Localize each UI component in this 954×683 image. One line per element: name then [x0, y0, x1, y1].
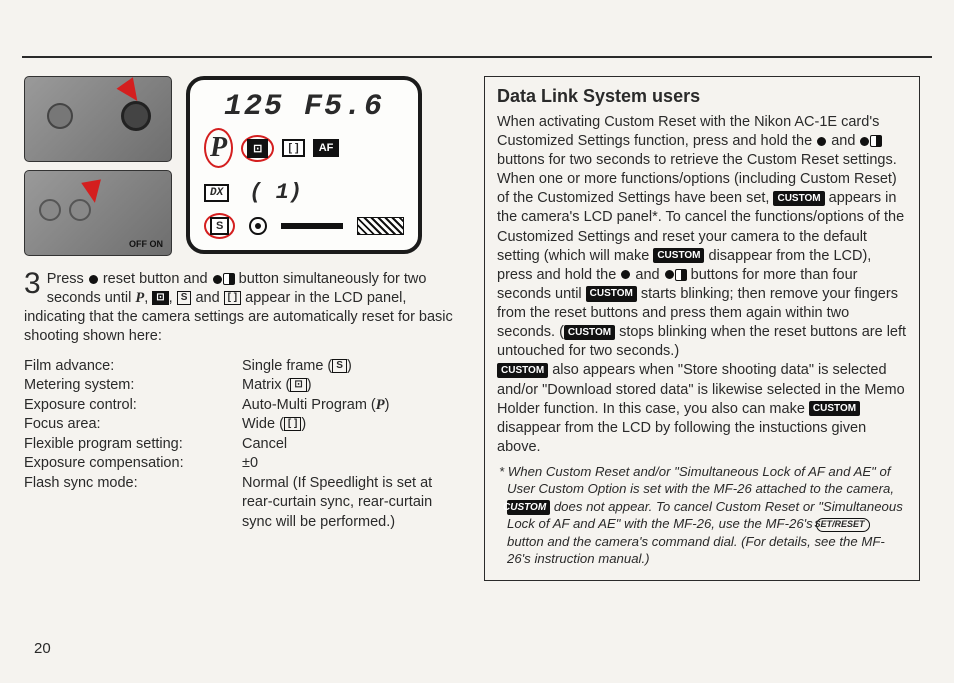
settings-key: Focus area: — [24, 415, 242, 435]
custom-badge: CUSTOM — [653, 248, 704, 263]
right-column: Data Link System users When activating C… — [484, 28, 920, 659]
settings-key: Flexible program setting: — [24, 435, 242, 455]
camera-thumb-1 — [24, 76, 172, 162]
camera-button-icon — [121, 101, 151, 131]
matrix-symbol: ⊡ — [152, 291, 168, 305]
settings-row: Metering system:Matrix (⊡) — [24, 376, 462, 396]
bar-icon — [281, 223, 343, 229]
step-number: 3 — [24, 270, 41, 299]
settings-key: Metering system: — [24, 376, 242, 396]
lcd-row-2: P ⊡ [ ] AF — [204, 128, 404, 168]
camera-button-icon — [69, 199, 91, 221]
lcd-row-4: S — [204, 213, 404, 239]
text-frag: buttons for two seconds to retrieve the … — [497, 152, 897, 168]
custom-badge: CUSTOM — [773, 191, 824, 206]
step-text-frag: , — [144, 290, 152, 306]
settings-value: Normal (If Speedlight is set at rear-cur… — [242, 474, 462, 533]
bullet-icon — [89, 275, 98, 284]
bracket-symbol: [ ] — [224, 291, 241, 305]
text-frag: button and the camera's command dial. (F… — [507, 534, 885, 566]
p-symbol: P — [135, 290, 144, 306]
settings-value: Cancel — [242, 435, 462, 455]
lcd-panel-diagram: 125 F5.6 P ⊡ [ ] AF DX ( 1) S — [186, 76, 422, 254]
custom-badge: CUSTOM — [586, 286, 637, 301]
text-frag: * When Custom Reset and/or "Simultaneous… — [499, 464, 894, 496]
callout-p2: When one or more functions/options (incl… — [497, 170, 907, 361]
lcd-readout: 125 F5.6 — [204, 90, 404, 124]
circled-p-icon: P — [204, 128, 233, 168]
frame-counter: ( 1) — [249, 180, 302, 205]
camera-dial-icon — [47, 103, 73, 129]
thumbnail-stack: OFF ON — [24, 76, 172, 256]
bracket-icon: [ ] — [282, 139, 304, 157]
bullet-icon — [213, 275, 222, 284]
page-number: 20 — [34, 640, 51, 657]
ev-icon — [223, 273, 235, 285]
settings-value: Wide ([ ]) — [242, 415, 462, 435]
dx-icon: DX — [204, 184, 229, 202]
text-frag: disappear from the LCD by following the … — [497, 420, 866, 455]
settings-table: Film advance:Single frame (S)Metering sy… — [24, 357, 462, 533]
bullet-icon — [621, 270, 630, 279]
settings-row: Exposure compensation:±0 — [24, 454, 462, 474]
camera-button-icon — [39, 199, 61, 221]
callout-title: Data Link System users — [497, 85, 907, 109]
custom-badge: CUSTOM — [809, 401, 860, 416]
callout-p1: When activating Custom Reset with the Ni… — [497, 113, 907, 170]
inline-symbol: S — [332, 359, 347, 373]
settings-key: Flash sync mode: — [24, 474, 242, 533]
step-3-text: 3 Press reset button and button simultan… — [24, 270, 462, 347]
settings-row: Exposure control:Auto-Multi Program (P) — [24, 396, 462, 416]
settings-value: Single frame (S) — [242, 357, 462, 377]
settings-key: Film advance: — [24, 357, 242, 377]
text-frag: and — [831, 133, 859, 149]
bullet-icon — [817, 137, 826, 146]
text-frag: and — [635, 267, 663, 283]
step-text-frag: Press — [47, 271, 88, 287]
settings-value: ±0 — [242, 454, 462, 474]
callout-footnote: * When Custom Reset and/or "Simultaneous… — [497, 463, 907, 568]
settings-value: Matrix (⊡) — [242, 376, 462, 396]
page-content: OFF ON 125 F5.6 P ⊡ [ ] AF DX ( 1) S — [24, 28, 930, 659]
custom-badge: CUSTOM — [564, 325, 615, 340]
camera-thumb-2: OFF ON — [24, 170, 172, 256]
p-symbol: P — [376, 397, 385, 413]
callout-p3: CUSTOM also appears when "Store shooting… — [497, 361, 907, 457]
settings-row: Focus area:Wide ([ ]) — [24, 415, 462, 435]
step-text-frag: and — [195, 290, 223, 306]
s-symbol: S — [177, 291, 192, 305]
settings-row: Flexible program setting:Cancel — [24, 435, 462, 455]
circled-s-icon: S — [204, 213, 235, 239]
spot-icon — [249, 217, 266, 235]
lcd-row-3: DX ( 1) — [204, 180, 404, 205]
settings-row: Flash sync mode:Normal (If Speedlight is… — [24, 474, 462, 533]
settings-key: Exposure control: — [24, 396, 242, 416]
settings-key: Exposure compensation: — [24, 454, 242, 474]
inline-symbol: ⊡ — [290, 378, 306, 392]
step-text-frag: , — [169, 290, 177, 306]
left-column: OFF ON 125 F5.6 P ⊡ [ ] AF DX ( 1) S — [24, 28, 462, 659]
ev-icon — [675, 269, 687, 281]
custom-badge: CUSTOM — [507, 500, 550, 515]
off-on-label: OFF ON — [129, 239, 163, 249]
battery-icon — [357, 217, 404, 235]
settings-row: Film advance:Single frame (S) — [24, 357, 462, 377]
settings-value: Auto-Multi Program (P) — [242, 396, 462, 416]
bullet-icon — [665, 270, 674, 279]
bullet-icon — [860, 137, 869, 146]
data-link-callout: Data Link System users When activating C… — [484, 76, 920, 581]
illustration-row: OFF ON 125 F5.6 P ⊡ [ ] AF DX ( 1) S — [24, 76, 462, 256]
custom-badge: CUSTOM — [497, 363, 548, 378]
circled-matrix-icon: ⊡ — [241, 135, 274, 162]
set-reset-badge: SET/RESET — [816, 518, 870, 532]
ev-icon — [870, 135, 882, 147]
af-icon: AF — [313, 139, 340, 157]
step-text-frag: reset button and — [103, 271, 212, 287]
inline-symbol: [ ] — [284, 417, 301, 431]
